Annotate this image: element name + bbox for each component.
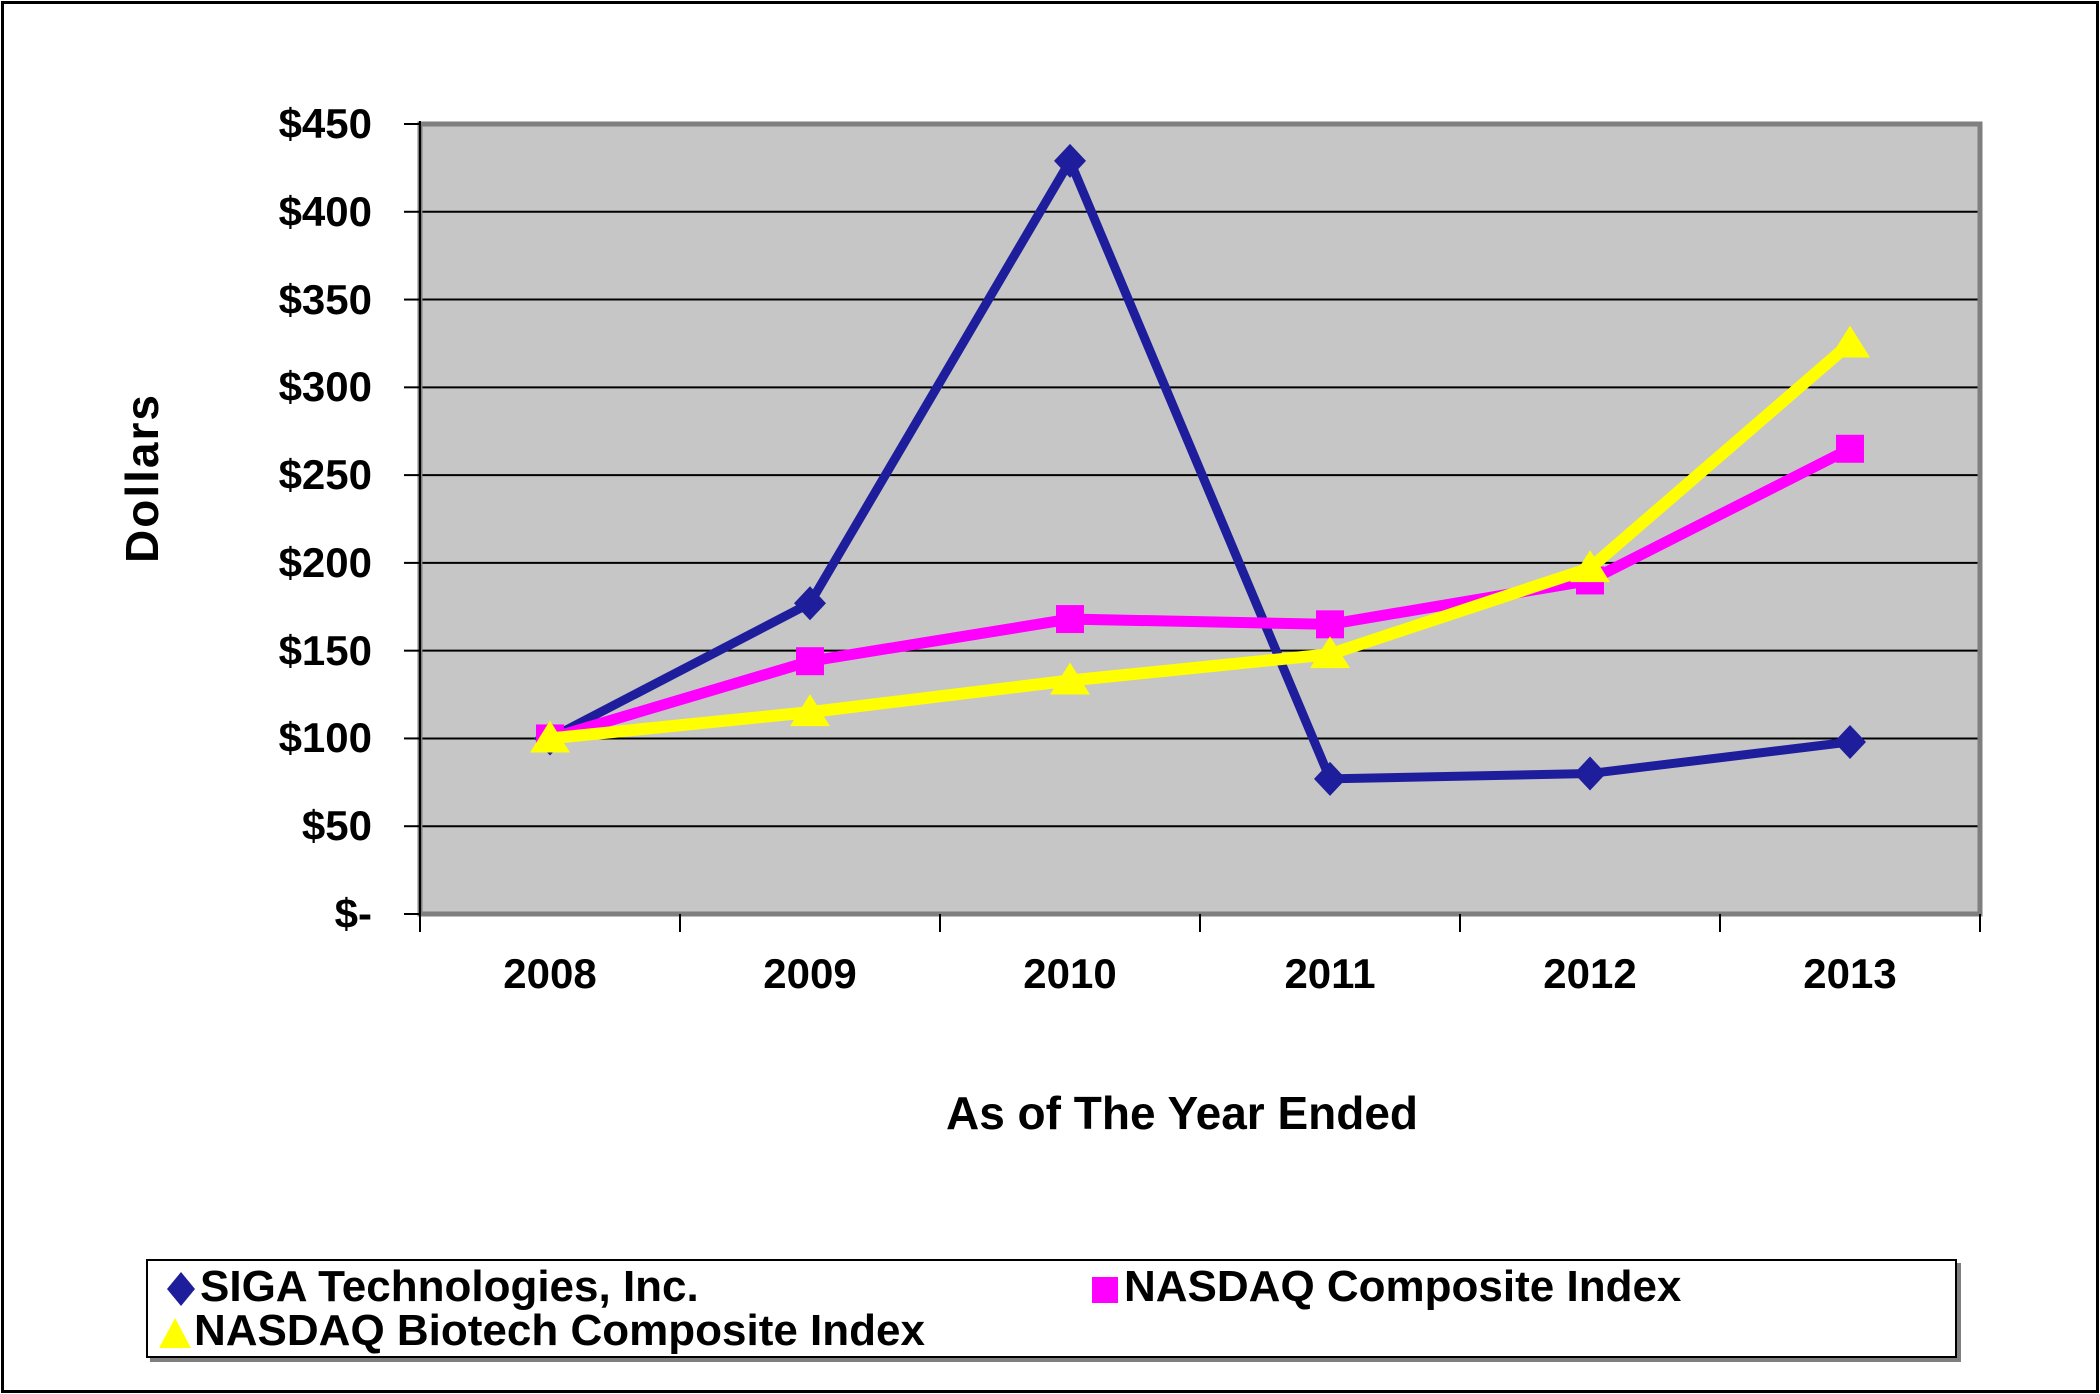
x-tick-label-2009: 2009 <box>763 950 857 997</box>
y-tick-label-100: $100 <box>278 714 372 762</box>
marker-nasdaq-composite-index-2013 <box>1836 434 1864 463</box>
marker-siga-technologies-inc-2012 <box>1574 756 1606 791</box>
legend-item-nasdaq-biotech: NASDAQ Biotech Composite Index <box>156 1309 925 1353</box>
marker-nasdaq-composite-index-2010 <box>1056 605 1084 634</box>
marker-siga-technologies-inc-2009 <box>794 586 826 621</box>
x-tick-label-2011: 2011 <box>1284 950 1376 997</box>
y-tick-label-50: $50 <box>301 802 372 850</box>
legend-item-siga: SIGA Technologies, Inc. <box>162 1265 699 1309</box>
marker-nasdaq-biotech-composite-index-2010 <box>1050 662 1090 695</box>
legend-label: SIGA Technologies, Inc. <box>200 1262 699 1311</box>
x-tick-label-2013: 2013 <box>1803 950 1897 997</box>
square-marker-icon <box>1086 1268 1124 1306</box>
line-nasdaq-biotech-composite-index <box>544 337 1856 745</box>
marker-nasdaq-biotech-composite-index-2013 <box>1830 325 1870 358</box>
y-tick-label-150: $150 <box>278 626 372 674</box>
marker-nasdaq-biotech-composite-index-2011 <box>1310 636 1350 669</box>
marker-nasdaq-composite-index-2009 <box>796 647 824 676</box>
legend-label: NASDAQ Composite Index <box>1124 1262 1682 1311</box>
y-tick-label-400: $400 <box>278 187 372 235</box>
y-tick-label-250: $250 <box>278 451 372 499</box>
line-siga-technologies-inc <box>545 150 1855 784</box>
y-tick-label-450: $450 <box>278 100 372 147</box>
marker-nasdaq-biotech-composite-index-2009 <box>790 694 830 727</box>
legend: SIGA Technologies, Inc. NASDAQ Composite… <box>146 1259 1957 1358</box>
x-tick-label-2008: 2008 <box>503 950 597 997</box>
diamond-marker-icon <box>162 1268 200 1306</box>
marker-nasdaq-biotech-composite-index-2012 <box>1570 550 1610 583</box>
y-tick-label-300: $300 <box>278 363 372 411</box>
x-tick-label-2010: 2010 <box>1023 950 1117 997</box>
marker-siga-technologies-inc-2010 <box>1054 143 1086 178</box>
y-tick-label-0: $- <box>334 890 372 937</box>
triangle-marker-icon <box>156 1312 194 1350</box>
x-tick-label-2012: 2012 <box>1543 950 1637 997</box>
y-axis-title: Dollars <box>116 393 168 563</box>
plot-background <box>420 124 1980 914</box>
legend-label: NASDAQ Biotech Composite Index <box>194 1306 925 1355</box>
marker-siga-technologies-inc-2013 <box>1834 724 1866 759</box>
marker-nasdaq-biotech-composite-index-2008 <box>530 720 570 753</box>
line-nasdaq-composite-index <box>544 443 1856 744</box>
y-tick-label-200: $200 <box>278 538 372 586</box>
marker-siga-technologies-inc-2011 <box>1314 761 1346 796</box>
x-axis-title: As of The Year Ended <box>945 1087 1419 1139</box>
legend-item-nasdaq-composite: NASDAQ Composite Index <box>1086 1265 1681 1309</box>
y-tick-label-350: $350 <box>278 275 372 323</box>
marker-nasdaq-composite-index-2011 <box>1316 610 1344 639</box>
